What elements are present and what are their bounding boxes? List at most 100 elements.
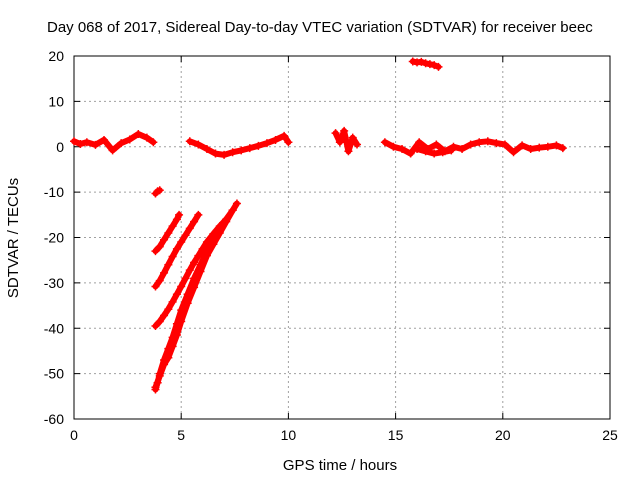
y-tick-label: 20	[48, 48, 64, 64]
data-point	[380, 138, 389, 147]
data-point	[160, 235, 169, 244]
x-tick-label: 0	[70, 427, 78, 443]
series-arc-5	[408, 57, 443, 71]
data-point	[177, 317, 186, 326]
data-point	[168, 342, 177, 351]
data-point	[211, 149, 220, 158]
data-point	[262, 139, 271, 148]
data-point	[202, 145, 211, 154]
y-tick-label: -40	[44, 320, 64, 336]
data-point	[181, 274, 190, 283]
data-point	[438, 148, 447, 157]
data-point	[406, 149, 415, 158]
series-arc-1	[70, 130, 158, 155]
data-point	[181, 231, 190, 240]
data-point	[190, 258, 199, 267]
y-tick-label: -30	[44, 275, 64, 291]
data-point	[434, 62, 443, 71]
series-arc-4b	[413, 145, 456, 158]
data-point	[421, 147, 430, 156]
data-point	[151, 247, 160, 256]
data-point	[413, 145, 422, 154]
data-point	[155, 317, 164, 326]
data-point	[177, 238, 186, 247]
data-point	[177, 282, 186, 291]
data-point	[492, 139, 501, 148]
axes-layer: 0 5 10 15 20 25 -60 -50 -40 -30 -20 -10 0 10 20	[44, 48, 618, 443]
data-point	[466, 140, 475, 149]
data-point	[172, 331, 181, 340]
data-point	[215, 228, 224, 237]
data-point	[164, 228, 173, 237]
data-point	[245, 144, 254, 153]
data-point	[348, 133, 357, 142]
y-tick-label: -60	[44, 411, 64, 427]
data-point	[190, 217, 199, 226]
data-point	[500, 140, 509, 149]
grid-layer	[74, 56, 610, 419]
y-tick-label: -10	[44, 184, 64, 200]
data-point	[408, 57, 417, 66]
data-point	[509, 148, 518, 157]
x-tick-label: 25	[602, 427, 618, 443]
data-point	[168, 252, 177, 261]
data-point	[155, 186, 164, 195]
data-point	[160, 311, 169, 320]
data-point	[398, 145, 407, 154]
chart-title: Day 068 of 2017, Sidereal Day-to-day VTE…	[47, 19, 593, 36]
data-point	[100, 135, 109, 144]
x-tick-label: 10	[281, 427, 297, 443]
data-point	[190, 283, 199, 292]
data-point	[172, 215, 181, 224]
y-tick-label: -50	[44, 366, 64, 382]
data-point	[284, 138, 293, 147]
data-point	[483, 137, 492, 146]
data-point	[194, 210, 203, 219]
y-tick-label: 0	[56, 139, 64, 155]
data-point	[172, 290, 181, 299]
x-axis-label: GPS time / hours	[283, 457, 397, 474]
data-point	[458, 145, 467, 154]
data-point	[228, 206, 237, 215]
series-arc-4	[380, 137, 567, 158]
data-point	[432, 140, 441, 149]
data-point	[168, 222, 177, 231]
y-axis-label: SDTVAR / TECUs	[5, 178, 22, 298]
data-point	[222, 217, 231, 226]
data-point	[155, 371, 164, 380]
data-point	[164, 353, 173, 362]
data-point	[108, 146, 117, 155]
data-point	[340, 126, 349, 135]
data-point	[155, 242, 164, 251]
data-point	[151, 282, 160, 291]
data-point	[430, 149, 439, 158]
data-point	[425, 60, 434, 69]
data-point	[331, 129, 340, 138]
data-point	[183, 299, 192, 308]
data-point	[202, 251, 211, 260]
data-point	[535, 143, 544, 152]
data-point	[134, 130, 143, 139]
series-arc-7	[151, 210, 184, 256]
series-arc-6	[151, 186, 164, 198]
series-arc-3	[331, 126, 362, 156]
data-point	[172, 244, 181, 253]
x-tick-label: 15	[388, 427, 404, 443]
data-point	[271, 135, 280, 144]
data-point	[237, 146, 246, 155]
data-point	[447, 146, 456, 155]
series-layer	[70, 57, 567, 394]
series-band	[186, 132, 292, 158]
data-point	[475, 138, 484, 147]
series-band	[332, 127, 360, 155]
data-point	[160, 268, 169, 277]
data-point	[232, 199, 241, 208]
data-point	[353, 140, 362, 149]
series-arc-8	[151, 210, 203, 291]
data-point	[417, 57, 426, 66]
data-point	[552, 141, 561, 150]
series-band	[152, 216, 230, 329]
data-point	[76, 140, 85, 149]
data-point	[526, 145, 535, 154]
data-point	[558, 144, 567, 153]
